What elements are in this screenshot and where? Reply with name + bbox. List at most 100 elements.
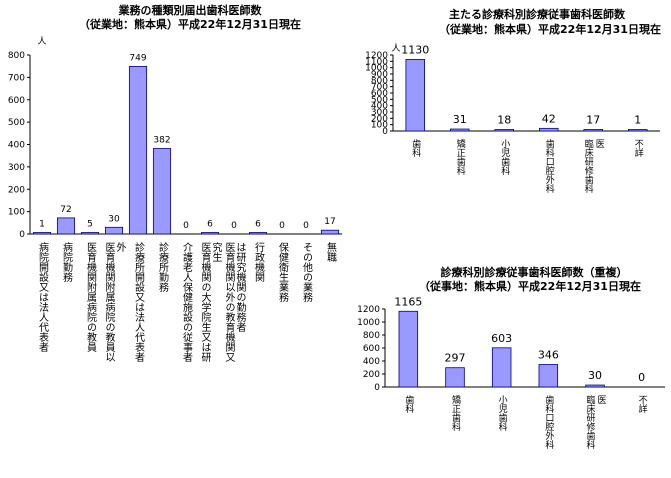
data-label: 1 <box>634 114 641 127</box>
data-label: 30 <box>588 369 602 382</box>
chart-1-title: 業務の種類別届出歯科医師数 <box>118 3 263 17</box>
bar <box>128 66 148 235</box>
chart-workload-by-type: 業務の種類別届出歯科医師数 （従業地：熊本県）平成22年12月31日現在 人 0… <box>8 3 342 363</box>
y-tick-label: 200 <box>371 114 388 124</box>
data-label: 297 <box>445 352 466 365</box>
category-label-text: は研究機関の勤務者 <box>234 242 246 333</box>
category-label: 保健衛生業務 <box>277 241 289 303</box>
bar <box>398 310 419 388</box>
y-tick-label: 300 <box>371 108 388 118</box>
category-label-text: 矯正歯科 <box>450 394 461 432</box>
bar <box>152 148 172 235</box>
category-label-text: 歯科口腔外科 <box>544 138 555 194</box>
y-tick-label: 100 <box>8 208 25 218</box>
category-label-text: 診療所勤務 <box>157 241 169 293</box>
y-tick-label: 200 <box>363 370 380 380</box>
category-label-text: 行政機関 <box>253 241 265 283</box>
category-label-text: 歯科 <box>410 138 421 158</box>
chart-main-specialty: 主たる診療科別診療従事歯科医師数 （従業地：熊本県）平成22年12月31日現在 … <box>365 7 661 194</box>
y-tick-label: 600 <box>371 89 388 99</box>
bar <box>491 347 512 388</box>
y-tick-label: 800 <box>363 331 380 341</box>
category-label: 歯科口腔外科 <box>544 138 555 194</box>
data-label: 72 <box>60 205 71 215</box>
category-label: その他の業務 <box>301 242 313 303</box>
category-label-text: 医育機関の大学院生又は研 <box>199 242 211 363</box>
y-tick-label: 400 <box>363 357 380 367</box>
bar <box>450 128 470 132</box>
category-label-text: 歯科 <box>403 394 414 414</box>
chart-2-subtitle: （従業地：熊本県）平成22年12月31日現在 <box>439 22 661 36</box>
y-tick-label: 800 <box>371 76 388 86</box>
bar <box>104 226 124 235</box>
category-label: 行政機関 <box>253 241 265 283</box>
category-label-text: 無職 <box>325 241 337 263</box>
y-tick-label: 0 <box>19 230 25 240</box>
bar <box>583 129 603 132</box>
data-label: 1 <box>39 220 45 230</box>
category-label: 医育機関以外の教育機関又 は研究機関の勤務者 <box>223 242 246 362</box>
category-label-text: 病院勤務 <box>61 241 73 283</box>
y-tick-label: 800 <box>8 51 25 61</box>
y-tick-label: 500 <box>8 118 25 128</box>
bar <box>80 232 100 235</box>
y-tick-label: 400 <box>8 141 25 151</box>
category-label: 矯正歯科 <box>450 394 461 432</box>
data-label: 0 <box>279 221 285 231</box>
data-label: 42 <box>542 112 556 125</box>
category-label: 医育機関の大学院生又は研 究生 <box>199 241 222 363</box>
category-label-text: 臨床研修歯科 <box>585 394 596 450</box>
y-tick-label: 1200 <box>357 305 380 315</box>
y-tick-label: 600 <box>363 344 380 354</box>
y-tick-label: 0 <box>374 383 380 393</box>
data-label: 30 <box>108 214 120 224</box>
chart-1-subtitle: （従業地：熊本県）平成22年12月31日現在 <box>79 17 301 31</box>
bar <box>494 129 514 132</box>
category-label: 無職 <box>325 241 337 263</box>
data-label: 0 <box>183 221 189 231</box>
category-label-text: 保健衛生業務 <box>277 241 289 303</box>
chart-2-title: 主たる診療科別診療従事歯科医師数 <box>449 7 626 21</box>
data-label: 17 <box>324 217 335 227</box>
y-tick-label: 900 <box>371 70 388 80</box>
category-label: 小児歯科 <box>497 395 508 432</box>
chart-specialty-duplicate: 診療科別診療従事歯科医師数（重複） （従事地：熊本県）平成22年12月31日現在… <box>357 265 665 450</box>
bar <box>628 129 648 132</box>
y-tick-label: 200 <box>8 185 25 195</box>
category-label-text: 医育機関附属病院の教員 <box>85 242 97 353</box>
data-label: 1165 <box>394 295 422 308</box>
category-label-text: 病院開設又は法人代表者 <box>37 241 49 353</box>
y-tick-label: 1100 <box>365 57 388 67</box>
category-label-text: 臨床研修歯科 <box>583 138 594 194</box>
bar <box>585 384 605 388</box>
category-label: 臨床研修歯科医 <box>585 394 607 450</box>
category-label: 小児歯科 <box>499 139 510 176</box>
category-label: 歯科 <box>403 394 414 414</box>
category-label-text: 小児歯科 <box>499 139 510 176</box>
bar <box>32 232 52 235</box>
category-label-text: 歯科口腔外科 <box>543 394 554 450</box>
data-label: 18 <box>497 114 511 127</box>
data-label: 1130 <box>401 43 429 56</box>
category-label-text: 医 <box>596 395 607 404</box>
category-label-text: その他の業務 <box>301 242 313 303</box>
chart-2-unit: 人 <box>391 43 400 54</box>
y-tick-label: 1000 <box>365 64 388 74</box>
category-label: 介護老人保健施設の従事者 <box>181 242 193 363</box>
category-label: 医育機関附属病院の教員以外 <box>103 242 126 362</box>
data-label: 5 <box>87 220 93 230</box>
data-label: 0 <box>231 221 237 231</box>
data-label: 6 <box>255 220 261 230</box>
category-label: 矯正歯科 <box>455 138 466 176</box>
y-tick-label: 600 <box>8 96 25 106</box>
bar <box>539 127 559 132</box>
y-tick-label: 1200 <box>365 51 388 61</box>
y-tick-label: 700 <box>8 73 25 83</box>
chart-1-unit: 人 <box>37 36 46 47</box>
y-tick-label: 100 <box>371 121 388 131</box>
bar <box>320 229 340 235</box>
category-label-text: 不詳 <box>637 395 648 414</box>
y-tick-label: 400 <box>371 102 388 112</box>
bar <box>538 364 559 388</box>
